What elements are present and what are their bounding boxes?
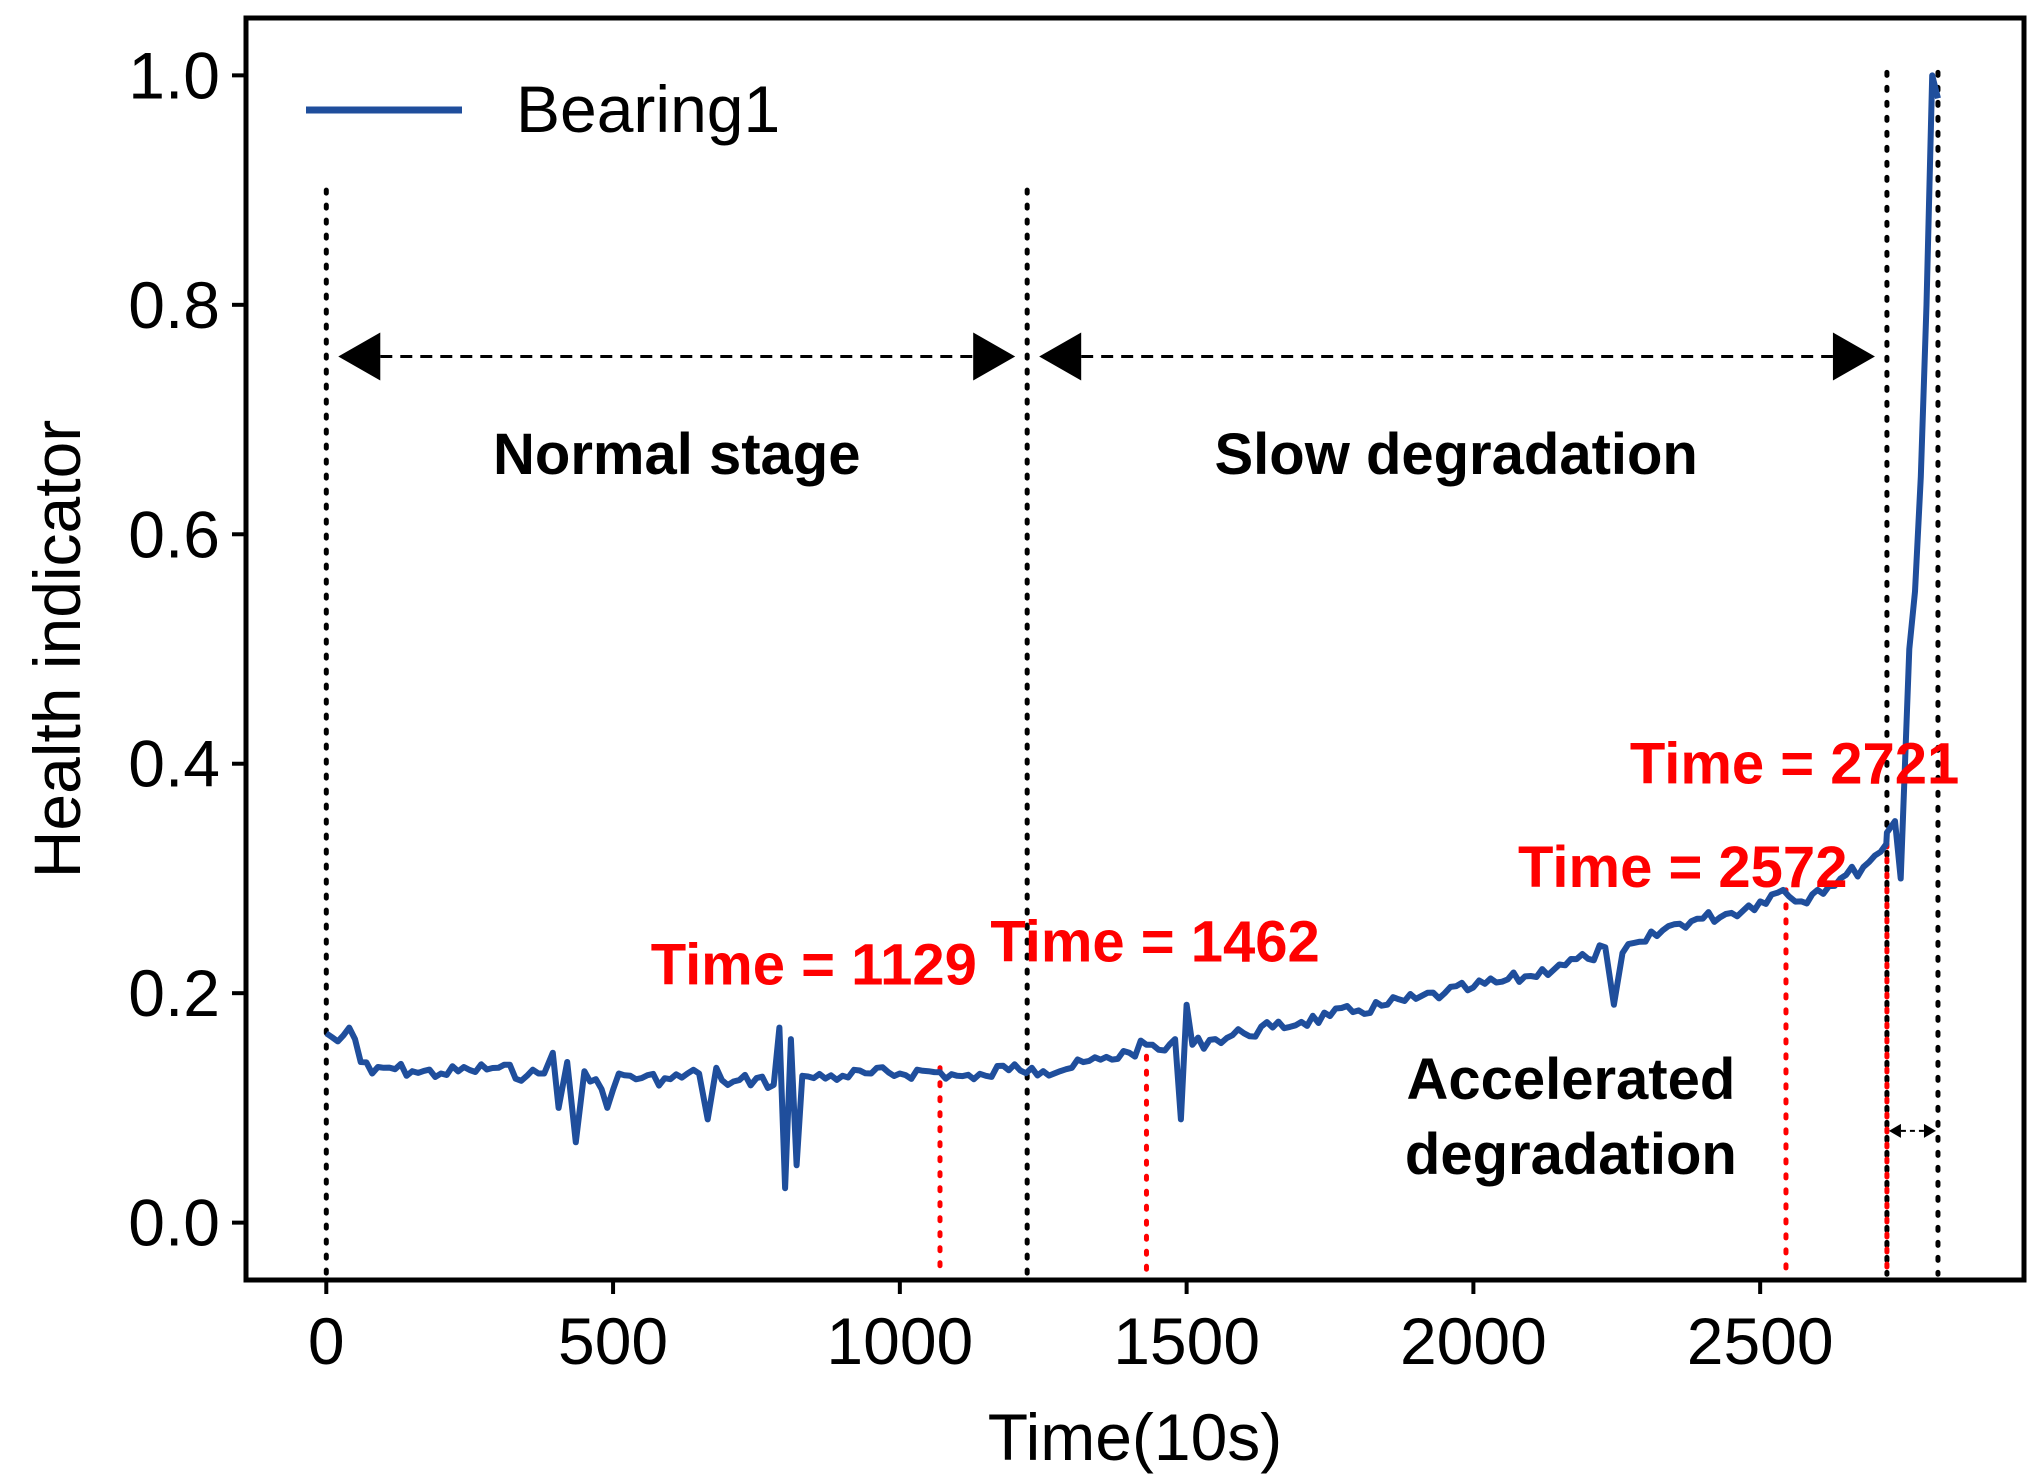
y-ticks: 0.0 0.2 0.4 0.6 0.8 1.0	[128, 38, 246, 1260]
time-labels: Time = 1129 Time = 1462 Time = 2572 Time = …	[651, 732, 1960, 998]
y-tick-label: 1.0	[128, 38, 220, 112]
x-axis-label: Time(10s)	[988, 1400, 1283, 1474]
legend-label-bearing1: Bearing1	[516, 72, 780, 146]
y-tick-label: 0.8	[128, 268, 220, 342]
time-annotation: Time = 2721	[1630, 732, 1959, 797]
y-tick-label: 0.6	[128, 497, 220, 571]
stage-labels: Normal stage Slow degradation Accelerated d…	[493, 422, 1737, 1187]
stage-arrows	[338, 332, 1936, 1138]
stage-label-line: degradation	[1405, 1122, 1737, 1187]
x-ticks: 0 500 1000 1500 2000 2500	[308, 1280, 1834, 1378]
slow-degradation-arrow-left-head	[1039, 332, 1082, 381]
time-annotation: Time = 1462	[990, 910, 1319, 975]
slow-degradation-arrow-right-head	[1832, 332, 1875, 381]
series-line-bearing1	[324, 72, 1941, 1192]
normal-stage-arrow-left-head	[338, 332, 381, 381]
accelerated-degradation-arrow-left-head	[1888, 1123, 1901, 1138]
stage-label: Normal stage	[493, 422, 860, 487]
x-tick-label: 2500	[1687, 1304, 1834, 1378]
y-tick-label: 0.4	[128, 727, 220, 801]
axes	[243, 15, 2027, 1283]
normal-stage-arrow-right-head	[973, 332, 1016, 381]
x-tick-label: 2000	[1400, 1304, 1547, 1378]
x-tick-label: 500	[558, 1304, 668, 1378]
x-tick-label: 1000	[826, 1304, 973, 1378]
series-layer	[324, 72, 1941, 1192]
stage-label: Slow degradation	[1214, 422, 1697, 487]
x-tick-label: 1500	[1113, 1304, 1260, 1378]
accelerated-degradation-arrow-right-head	[1923, 1123, 1936, 1138]
x-tick-label: 0	[308, 1304, 345, 1378]
time-annotation: Time = 1129	[651, 933, 977, 998]
stage-label-line: Accelerated	[1406, 1047, 1735, 1112]
y-tick-label: 0.2	[128, 956, 220, 1030]
plot-frame	[243, 15, 2027, 1283]
y-tick-label: 0.0	[128, 1186, 220, 1260]
time-annotation: Time = 2572	[1518, 835, 1847, 900]
red-marker-lines	[937, 841, 1890, 1277]
stage-boundary-lines	[323, 69, 1941, 1277]
legend: Bearing1	[306, 72, 780, 146]
y-axis-label: Health indicator	[20, 420, 94, 879]
